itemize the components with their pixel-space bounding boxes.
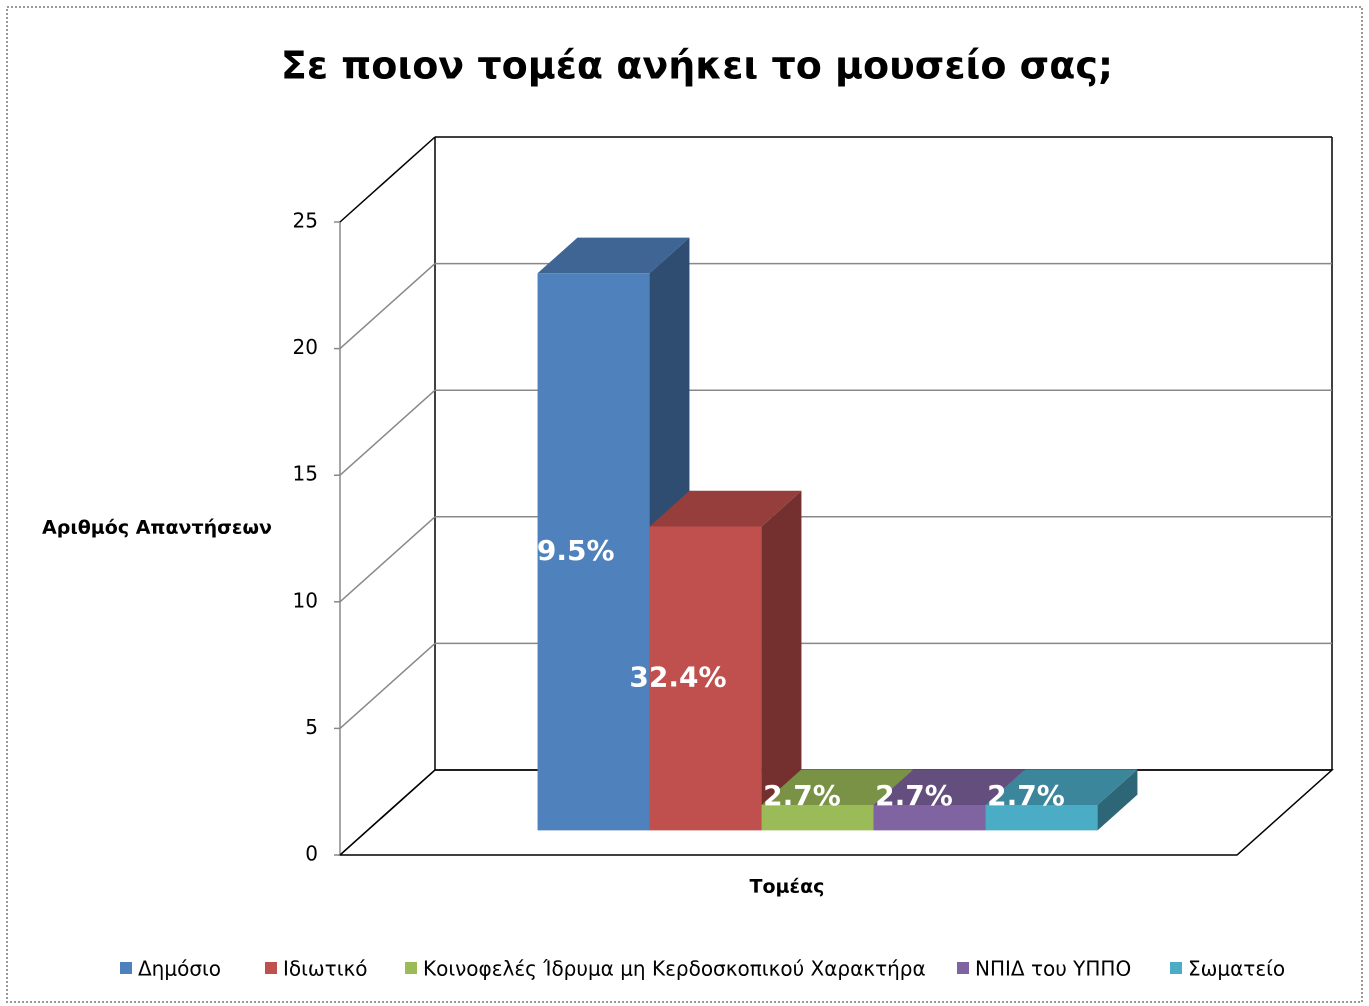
bar-top	[537, 237, 690, 274]
bar-top	[985, 769, 1138, 806]
legend-swatch	[1170, 962, 1182, 974]
data-label: 32.4%	[629, 660, 726, 693]
bar-top	[873, 769, 1026, 806]
bar-top	[761, 769, 914, 806]
chart-title: Σε ποιον τομέα ανήκει το μουσείο σας;	[281, 44, 1113, 88]
y-tick-label: 5	[305, 715, 318, 739]
bar-side	[1097, 769, 1138, 831]
grid-line	[339, 516, 436, 603]
bar-top	[649, 490, 802, 527]
data-label: 2.7%	[763, 779, 841, 812]
y-axis-title: Αριθμός Απαντήσεων	[42, 517, 272, 539]
y-tick-label: 15	[293, 462, 318, 486]
bar	[873, 805, 986, 831]
grid-line	[339, 263, 436, 350]
legend-swatch	[957, 962, 969, 974]
grid-line	[339, 389, 436, 476]
bar	[537, 273, 650, 831]
frame	[6, 6, 1363, 1003]
x-axis-title: Τομέας	[750, 876, 825, 898]
legend-label: Κοινοφελές Ίδρυμα μη Κερδοσκοπικού Χαρακ…	[423, 957, 926, 981]
grid-line	[339, 136, 436, 223]
legend-label: ΝΠΙΔ του ΥΠΠΟ	[975, 957, 1131, 981]
bar-side	[761, 490, 802, 831]
bar	[649, 526, 762, 831]
data-label: 2.7%	[987, 779, 1065, 812]
data-label: 59.5%	[517, 534, 614, 567]
bar	[761, 805, 874, 831]
legend-swatch	[265, 962, 277, 974]
legend-swatch	[405, 962, 417, 974]
data-label: 2.7%	[875, 779, 953, 812]
bar	[985, 805, 1098, 831]
y-tick-label: 10	[293, 588, 318, 612]
y-tick-label: 25	[293, 209, 318, 233]
legend-label: Σωματείο	[1188, 957, 1285, 981]
legend-swatch	[120, 962, 132, 974]
legend-label: Δημόσιο	[138, 957, 221, 981]
grid-line	[339, 769, 436, 856]
legend-label: Ιδιωτικό	[283, 957, 367, 981]
y-tick-label: 0	[305, 842, 318, 866]
grid-line	[339, 642, 436, 729]
y-tick-label: 20	[293, 335, 318, 359]
